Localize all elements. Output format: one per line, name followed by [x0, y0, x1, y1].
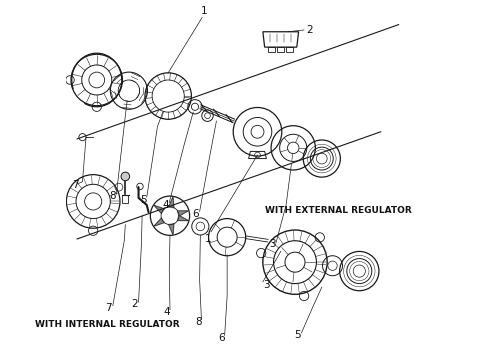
Text: 6: 6	[219, 333, 225, 343]
Text: 8: 8	[110, 191, 116, 201]
Text: 4: 4	[162, 200, 169, 210]
Circle shape	[121, 172, 130, 181]
Bar	[122, 195, 128, 203]
Text: 6: 6	[193, 209, 199, 219]
Text: 7: 7	[72, 180, 78, 190]
Text: 4: 4	[163, 307, 170, 317]
Text: 5: 5	[140, 195, 147, 204]
Bar	[277, 47, 284, 52]
Polygon shape	[177, 215, 188, 221]
Text: 5: 5	[294, 330, 301, 341]
Text: WITH INTERNAL REGULATOR: WITH INTERNAL REGULATOR	[35, 320, 180, 329]
Text: 1: 1	[205, 234, 212, 244]
Text: 7: 7	[105, 303, 112, 313]
Bar	[268, 47, 275, 52]
Text: 2: 2	[306, 25, 313, 35]
Polygon shape	[154, 218, 164, 226]
Text: 3: 3	[269, 239, 276, 249]
Text: 8: 8	[195, 317, 202, 327]
Text: 1: 1	[200, 6, 207, 17]
Polygon shape	[177, 211, 188, 216]
Polygon shape	[169, 224, 174, 234]
Text: 2: 2	[132, 299, 138, 309]
Bar	[286, 47, 293, 52]
Text: WITH EXTERNAL REGULATOR: WITH EXTERNAL REGULATOR	[265, 206, 411, 215]
Polygon shape	[154, 206, 164, 213]
Text: 3: 3	[263, 280, 270, 290]
Polygon shape	[169, 197, 174, 208]
